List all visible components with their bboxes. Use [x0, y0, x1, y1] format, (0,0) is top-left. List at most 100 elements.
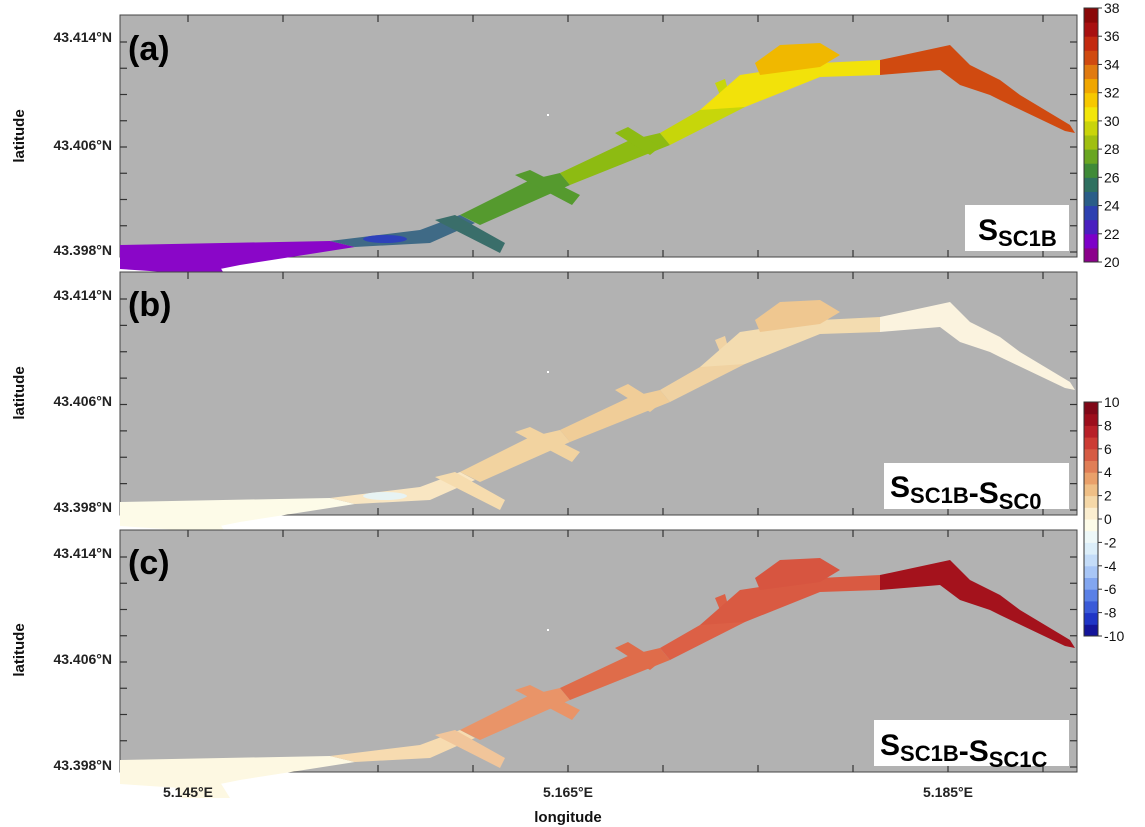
canal-arm2 [515, 427, 580, 462]
panel-c-letter: (c) [128, 544, 170, 582]
colorbar-segment [1084, 120, 1098, 136]
colorbar-label: 22 [1104, 226, 1120, 242]
panel-label-sub-0: SC1B [910, 483, 969, 508]
panel-b-canal [120, 300, 1075, 540]
colorbar-segment [1084, 589, 1098, 602]
panel-c-label: SSC1B-SSC1C [880, 729, 1048, 772]
x-axis-label: longitude [534, 809, 602, 826]
colorbar-label: 10 [1104, 394, 1120, 410]
colorbar-segment [1084, 247, 1098, 263]
canal-mid [330, 730, 475, 762]
canal-arm2 [515, 170, 580, 205]
colorbar-segment [1084, 483, 1098, 497]
colorbar-segment [1084, 530, 1098, 543]
colorbar-segment [1084, 542, 1098, 555]
colorbar-label: 28 [1104, 141, 1120, 157]
colorbar-segment [1084, 600, 1098, 614]
canal-arm3 [615, 642, 660, 670]
panel-label-sub-1: SC0 [999, 489, 1042, 514]
panel-b-label-box [884, 463, 1069, 509]
canal-lagoon [755, 558, 840, 590]
canal-westPocket [170, 780, 230, 798]
colorbar-segment [1084, 624, 1098, 637]
canal-arm2 [515, 685, 580, 720]
colorbar-label: -8 [1104, 605, 1117, 621]
canal-blue-patch [363, 235, 407, 243]
colorbar-label: 32 [1104, 85, 1120, 101]
canal-speck [547, 629, 549, 631]
colorbar-segment [1084, 205, 1098, 221]
colorbar-segment [1084, 612, 1098, 625]
panel-b-letter: (b) [128, 286, 171, 324]
panel-a-ylabel: latitude [11, 109, 28, 162]
colorbar-label: 20 [1104, 254, 1120, 270]
panel-a-ytick-1: 43.406°N [53, 137, 112, 153]
colorbar-segment [1084, 177, 1098, 192]
colorbar-segment [1084, 577, 1098, 590]
colorbar-segment [1084, 437, 1098, 450]
panel-label-main-1: -S [959, 735, 989, 768]
panel-label-main-0: S [978, 214, 998, 247]
colorbar-segment [1084, 149, 1098, 164]
panel-c-ylabel: latitude [11, 623, 28, 676]
panel-b-ytick-0: 43.414°N [53, 287, 112, 303]
panel-a-label-box [965, 205, 1069, 251]
colorbar-segment [1084, 413, 1098, 426]
panel-a-ytick-2: 43.398°N [53, 242, 112, 258]
colorbar-label: -2 [1104, 534, 1117, 550]
colorbar-segment [1084, 78, 1098, 94]
colorbar-segment [1084, 163, 1098, 178]
panel-b-label: SSC1B-SSC0 [890, 471, 1042, 514]
canal-tail [880, 302, 1020, 352]
colorbar-segment [1084, 402, 1098, 415]
canal-east [700, 60, 880, 110]
panel-label-sub-0: SC1B [998, 226, 1057, 251]
panel-label-main-0: S [880, 729, 900, 762]
colorbar-segment [1084, 8, 1098, 23]
panel-c-ticks [120, 530, 1077, 772]
colorbar-segment [1084, 36, 1098, 51]
colorbar-segment [1084, 64, 1098, 80]
panel-b-canal-shapes [120, 300, 1075, 540]
colorbar-segment [1084, 448, 1098, 461]
panel-b-ylabel: latitude [11, 366, 28, 419]
xtick-0: 5.145°E [163, 784, 213, 800]
canal-arm3 [615, 127, 660, 155]
panel-b: SSC1B-SSC0 (b) 43.414°N 43.406°N 43.398°… [11, 271, 1078, 540]
colorbar-segment [1084, 50, 1098, 65]
colorbar-label: -10 [1104, 628, 1124, 644]
panel-c-ytick-1: 43.406°N [53, 651, 112, 667]
colorbar-label: 8 [1104, 417, 1112, 433]
canal-lagoon [755, 43, 840, 75]
panel-a-label: SSC1B [978, 214, 1057, 251]
panel-label-main-0: S [890, 471, 910, 504]
canal-tail2 [990, 95, 1075, 133]
panel-c: SSC1B-SSC1C (c) 43.414°N 43.406°N 43.398… [11, 529, 1078, 798]
colorbar-label: 2 [1104, 488, 1112, 504]
colorbar-segment [1084, 92, 1098, 108]
canal-arm1 [435, 472, 505, 510]
panel-b-ticks [120, 272, 1077, 515]
colorbar-segment [1084, 460, 1098, 473]
colorbar-label: 38 [1104, 0, 1120, 16]
colorbar-border [1083, 7, 1099, 263]
colorbar-label: 34 [1104, 56, 1120, 72]
colorbar-segment [1084, 191, 1098, 207]
colorbar-label: 0 [1104, 511, 1112, 527]
panel-c-canal [120, 558, 1075, 798]
panel-label-sub-1: SC1C [989, 747, 1048, 772]
colorbar-label: 30 [1104, 113, 1120, 129]
colorbar-label: 24 [1104, 198, 1120, 214]
canal-arm1 [435, 730, 505, 768]
colorbar-salinity: 38 36 34 32 30 28 26 24 22 20 [1083, 0, 1120, 270]
panel-a-ticks [120, 15, 1077, 257]
colorbar-segment [1084, 135, 1098, 150]
colorbar-segment [1084, 106, 1098, 122]
colorbar-segment [1084, 472, 1098, 485]
colorbar-segment [1084, 519, 1098, 532]
colorbar-difference: 10 8 6 4 2 0 -2 -4 -6 -8 -10 [1083, 394, 1124, 644]
colorbar-segment [1084, 495, 1098, 508]
panel-label-sub-0: SC1B [900, 741, 959, 766]
colorbar-segment [1084, 425, 1098, 438]
canal-arm1 [435, 215, 505, 253]
